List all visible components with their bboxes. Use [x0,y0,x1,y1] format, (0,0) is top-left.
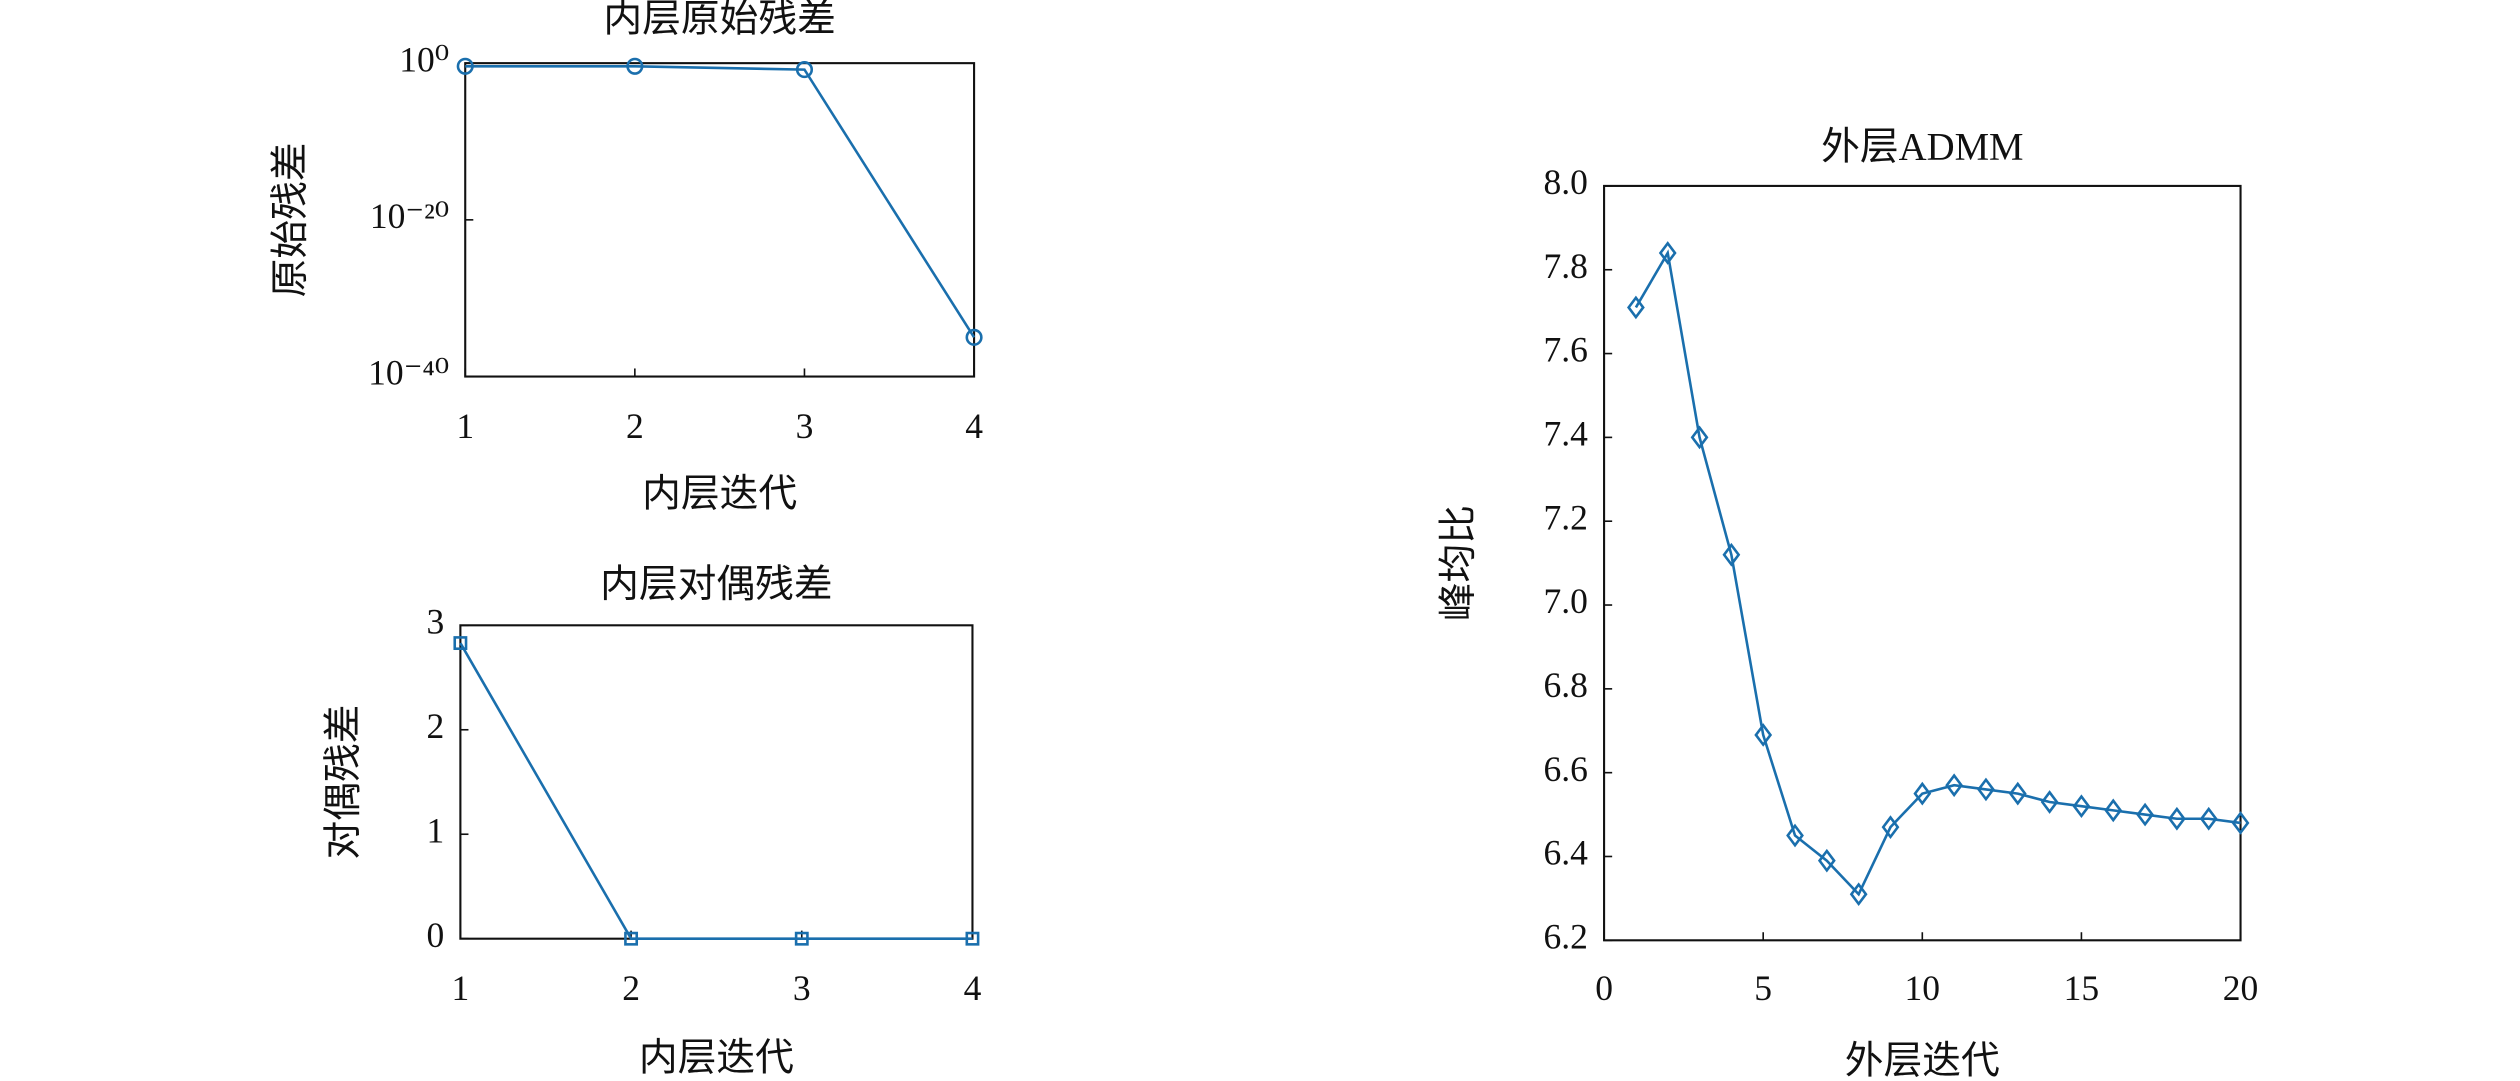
x-tick-label: 20 [2223,968,2259,1008]
marker [1754,723,1773,747]
x-axis-label: 内层迭代 [639,1036,794,1079]
y-tick-label: 6.6 [1544,749,1588,789]
x-tick-label: 3 [796,406,814,446]
chart-title: 内层对偶残差 [600,563,833,606]
marker [2136,802,2154,827]
plot-frame [459,624,974,940]
plot-frame [464,62,976,378]
y-axis-label: 对偶残差 [322,705,365,860]
y-tick-label: 6.2 [1544,916,1588,956]
x-tick-label: 2 [622,968,640,1008]
marker [1786,823,1804,848]
x-tick-label: 4 [964,968,982,1008]
y-tick-label: 7.8 [1544,246,1588,286]
y-tick-label: 3 [426,601,444,641]
marker [2008,781,2027,806]
y-tick-label: 10⁻⁴⁰ [368,353,449,393]
y-tick-label: 7.6 [1544,330,1588,370]
y-tick-label: 7.0 [1544,581,1588,621]
marker [2199,806,2218,831]
marker [1817,848,1836,873]
marker [1913,781,1932,806]
x-tick-label: 15 [2064,968,2100,1008]
y-axis-label: 原始残差 [269,142,312,297]
x-tick-label: 3 [793,968,811,1008]
marker [1658,241,1677,265]
y-tick-label: 8.0 [1544,162,1588,202]
marker [1977,777,1995,802]
plot-frame [1603,184,2242,942]
marker [2231,811,2250,835]
x-tick-label: 1 [452,968,470,1008]
x-tick-label: 0 [1595,968,1613,1008]
chart-title: 外层ADMM [1821,125,2023,168]
marker [1849,882,1868,907]
x-tick-label: 5 [1754,968,1772,1008]
x-tick-label: 1 [456,406,474,446]
marker [794,931,809,946]
marker [2072,794,2091,819]
marker [1627,295,1645,320]
marker [624,931,639,946]
data-line [459,642,973,940]
y-tick-label: 6.8 [1544,665,1588,705]
y-tick-label: 1 [426,810,444,850]
y-tick-label: 2 [426,706,444,746]
y-tick-label: 10⁰ [399,39,449,79]
marker [1690,425,1709,450]
data-line [465,64,976,339]
chart-title: 内层原始残差 [603,0,836,41]
marker [1722,542,1741,567]
marker [453,636,468,651]
marker [626,57,644,75]
x-axis-label: 外层迭代 [1845,1040,2000,1081]
data-line [1634,249,2241,897]
x-tick-label: 2 [626,406,644,446]
marker [795,61,814,79]
marker [1945,773,1964,798]
y-axis-label: 峰均比 [1437,505,1480,621]
marker [1881,815,1900,839]
marker [2168,806,2186,831]
x-axis-label: 内层迭代 [642,473,797,516]
marker [456,57,474,75]
marker [2104,798,2123,823]
marker [965,931,980,946]
marker [965,328,983,346]
y-tick-label: 0 [426,915,444,955]
y-tick-label: 7.2 [1544,497,1588,537]
y-tick-label: 10⁻²⁰ [370,196,449,236]
x-tick-label: 10 [1905,968,1941,1008]
marker [2040,790,2059,814]
y-tick-label: 7.4 [1544,414,1589,454]
x-tick-label: 4 [965,406,983,446]
y-tick-label: 6.4 [1544,833,1589,873]
